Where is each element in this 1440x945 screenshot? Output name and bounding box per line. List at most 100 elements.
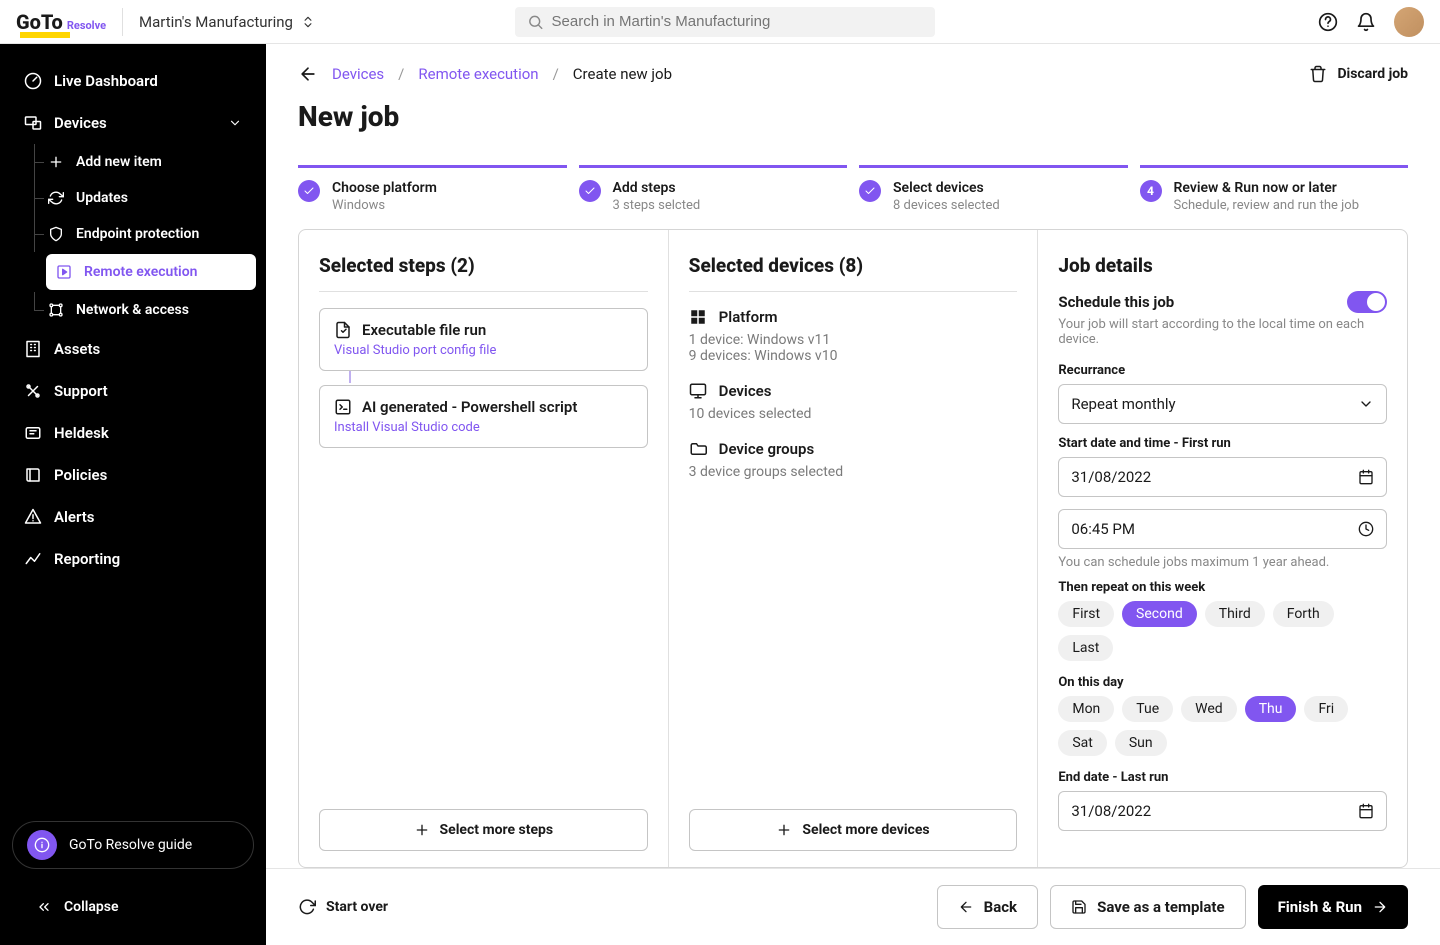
wizard-step-1[interactable]: Choose platformWindows: [298, 165, 567, 213]
collapse-button[interactable]: Collapse: [12, 885, 254, 929]
back-button[interactable]: Back: [937, 885, 1038, 929]
pill-last[interactable]: Last: [1058, 635, 1113, 661]
top-header: GoToResolve Martin's Manufacturing: [0, 0, 1440, 44]
org-selector[interactable]: Martin's Manufacturing: [139, 13, 315, 31]
sidebar-sub-endpoint[interactable]: Endpoint protection: [28, 216, 266, 252]
sidebar-sub-network[interactable]: Network & access: [28, 292, 266, 328]
pill-forth[interactable]: Forth: [1273, 601, 1334, 627]
back-arrow-icon[interactable]: [298, 64, 318, 84]
plus-icon: [48, 154, 64, 170]
sidebar-label: Assets: [54, 340, 100, 358]
day-pills: Mon Tue Wed Thu Fri Sat Sun: [1058, 696, 1387, 756]
info-icon: [27, 830, 57, 860]
devices-icon: [24, 114, 42, 132]
sidebar-label: Live Dashboard: [54, 72, 158, 90]
sub-label: Endpoint protection: [76, 226, 199, 242]
sidebar-item-assets[interactable]: Assets: [0, 328, 266, 370]
discard-button[interactable]: Discard job: [1309, 65, 1408, 83]
sidebar-item-helpdesk[interactable]: Heldesk: [0, 412, 266, 454]
sidebar-item-policies[interactable]: Policies: [0, 454, 266, 496]
step-connector: [349, 371, 351, 383]
start-time-input[interactable]: 06:45 PM: [1058, 509, 1387, 549]
pill-fri[interactable]: Fri: [1304, 696, 1348, 722]
start-over-button[interactable]: Start over: [298, 898, 388, 916]
save-icon: [1071, 899, 1087, 915]
tools-icon: [24, 382, 42, 400]
sidebar-sub-devices: Add new item Updates Endpoint protection…: [28, 144, 266, 328]
pill-third[interactable]: Third: [1205, 601, 1265, 627]
pill-tue[interactable]: Tue: [1122, 696, 1173, 722]
start-date-input[interactable]: 31/08/2022: [1058, 457, 1387, 497]
save-template-button[interactable]: Save as a template: [1050, 885, 1245, 929]
plus-icon: [776, 822, 792, 838]
logo[interactable]: GoToResolve: [16, 10, 106, 34]
step-card-2[interactable]: AI generated - Powershell script Install…: [319, 385, 648, 448]
wizard-step-2[interactable]: Add steps3 steps selcted: [579, 165, 848, 213]
recurrence-select[interactable]: Repeat monthly: [1058, 384, 1387, 424]
sidebar-item-dashboard[interactable]: Live Dashboard: [0, 60, 266, 102]
sidebar-sub-add[interactable]: Add new item: [28, 144, 266, 180]
select-more-steps-button[interactable]: Select more steps: [319, 809, 648, 851]
trash-icon: [1309, 65, 1327, 83]
crumb-current: Create new job: [573, 65, 672, 83]
sidebar-item-support[interactable]: Support: [0, 370, 266, 412]
crumb-sep: /: [398, 65, 404, 83]
org-name: Martin's Manufacturing: [139, 13, 293, 31]
pill-wed[interactable]: Wed: [1181, 696, 1237, 722]
step-card-title: Executable file run: [362, 321, 486, 339]
search-input[interactable]: [552, 13, 923, 30]
main-header: Devices / Remote execution / Create new …: [266, 44, 1440, 141]
pill-thu[interactable]: Thu: [1245, 696, 1297, 722]
pill-first[interactable]: First: [1058, 601, 1114, 627]
end-date-input[interactable]: 31/08/2022: [1058, 791, 1387, 831]
select-more-devices-button[interactable]: Select more devices: [689, 809, 1018, 851]
sidebar-label: Reporting: [54, 550, 120, 568]
collapse-icon: [36, 899, 52, 915]
guide-button[interactable]: GoTo Resolve guide: [12, 821, 254, 869]
save-template-label: Save as a template: [1097, 898, 1224, 916]
sidebar-item-devices[interactable]: Devices: [0, 102, 266, 144]
schedule-help: Your job will start according to the loc…: [1058, 317, 1387, 347]
pill-sun[interactable]: Sun: [1115, 730, 1167, 756]
groups-section: Device groups 3 device groups selected: [689, 440, 1018, 480]
sidebar-sub-remote[interactable]: Remote execution: [46, 254, 256, 290]
header-divider: [122, 8, 123, 36]
sub-label: Updates: [76, 190, 128, 206]
help-icon[interactable]: [1318, 12, 1338, 32]
recur-label: Recurrance: [1058, 363, 1387, 378]
finish-run-button[interactable]: Finish & Run: [1258, 885, 1408, 929]
sidebar-label: Devices: [54, 114, 107, 132]
guide-label: GoTo Resolve guide: [69, 837, 192, 853]
platform-section: Platform 1 device: Windows v11 9 devices…: [689, 308, 1018, 364]
max-help: You can schedule jobs maximum 1 year ahe…: [1058, 555, 1387, 570]
arrow-left-icon: [958, 899, 974, 915]
sidebar-item-alerts[interactable]: Alerts: [0, 496, 266, 538]
pill-mon[interactable]: Mon: [1058, 696, 1114, 722]
search-bar[interactable]: [515, 7, 935, 37]
collapse-label: Collapse: [64, 899, 118, 915]
schedule-toggle[interactable]: [1347, 291, 1387, 313]
crumb-devices[interactable]: Devices: [332, 65, 384, 83]
pill-second[interactable]: Second: [1122, 601, 1197, 627]
logo-goto: GoTo: [16, 10, 63, 34]
step-card-1[interactable]: Executable file run Visual Studio port c…: [319, 308, 648, 371]
week-label: Then repeat on this week: [1058, 580, 1387, 595]
book-icon: [24, 466, 42, 484]
wizard-step-3[interactable]: Select devices8 devices selected: [859, 165, 1128, 213]
start-label: Start date and time - First run: [1058, 436, 1387, 451]
sidebar-item-reporting[interactable]: Reporting: [0, 538, 266, 580]
gauge-icon: [24, 72, 42, 90]
step-number: 4: [1140, 180, 1162, 202]
sidebar-sub-updates[interactable]: Updates: [28, 180, 266, 216]
sub-label: Add new item: [76, 154, 162, 170]
wizard-step-4[interactable]: 4 Review & Run now or laterSchedule, rev…: [1140, 165, 1409, 213]
crumb-remote[interactable]: Remote execution: [418, 65, 538, 83]
header-right: [1318, 7, 1424, 37]
network-icon: [48, 302, 64, 318]
bell-icon[interactable]: [1356, 12, 1376, 32]
discard-label: Discard job: [1337, 66, 1408, 82]
groups-sub: 3 device groups selected: [689, 464, 1018, 480]
sidebar-label: Heldesk: [54, 424, 109, 442]
avatar[interactable]: [1394, 7, 1424, 37]
pill-sat[interactable]: Sat: [1058, 730, 1107, 756]
